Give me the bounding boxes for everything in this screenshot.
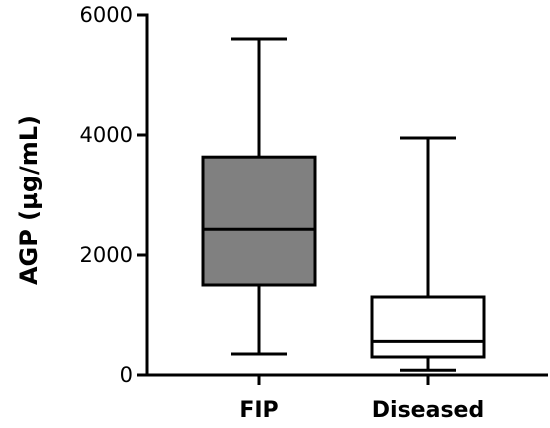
iqr-box [370,295,486,359]
y-tick-label: 4000 [80,123,133,147]
y-tick-label: 6000 [80,3,133,27]
iqr-box [201,155,317,287]
y-tick-label: 2000 [80,243,133,267]
y-tick-label: 0 [120,363,133,387]
box-diseased [370,136,486,372]
axes [145,13,548,377]
boxes [201,37,486,372]
x-category-label: FIP [239,398,278,423]
y-ticks: 0 2000 4000 6000 [80,3,147,387]
box-fip [201,37,317,356]
x-category-label: Diseased [372,398,484,423]
x-ticks: FIP Diseased [239,375,484,423]
y-axis-title: AGP (µg/mL) [15,115,43,285]
